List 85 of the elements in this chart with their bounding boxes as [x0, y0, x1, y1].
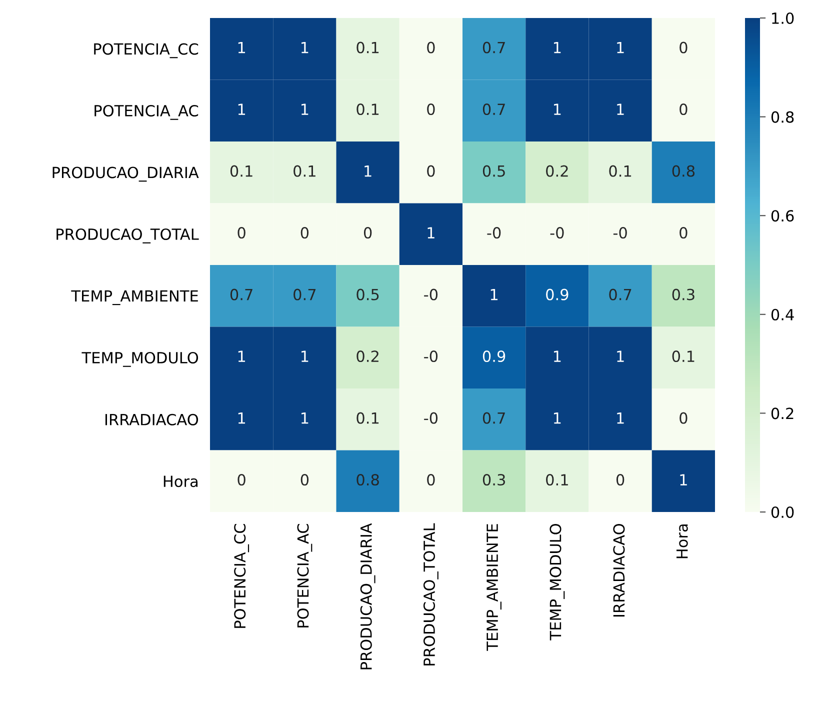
y-tick-label: Hora	[164, 476, 198, 488]
data-label: 1	[302, 42, 308, 54]
data-label: 0	[616, 474, 624, 486]
color-bar-label: 0.8	[771, 111, 794, 123]
color-bar-label: 0.2	[771, 408, 794, 420]
data-label: 0.5	[356, 288, 379, 300]
data-label: 1	[680, 474, 687, 486]
x-tick-label: POTENCIA_AC	[297, 524, 312, 628]
data-label: 0	[427, 104, 435, 116]
data-label: 0	[300, 474, 309, 486]
data-label: 0	[427, 474, 435, 486]
data-label: 0	[680, 227, 688, 239]
data-label: 1	[617, 104, 624, 115]
data-label: 1	[302, 350, 308, 362]
data-label: 0.2	[356, 350, 378, 362]
color-bar-label: 1.0	[772, 12, 794, 24]
data-label: 1	[364, 165, 372, 177]
data-label: 1	[302, 412, 308, 424]
y-tick-label: PRODUCAO_DIARIA	[52, 166, 199, 182]
data-label: 0	[427, 165, 435, 177]
x-tick-label: PRODUCAO_TOTAL	[423, 523, 438, 666]
x-tick-label: PRODUCAO_DIARIA	[360, 523, 376, 670]
data-label: -0	[424, 412, 438, 424]
data-label: -0	[487, 227, 501, 239]
color-bar-label: 0.0	[771, 506, 794, 518]
data-label: 1	[617, 350, 624, 362]
y-tick-label: TEMP_MODULO	[82, 352, 198, 367]
data-label: 0.1	[294, 165, 316, 177]
data-label: 0.7	[482, 42, 505, 54]
x-tick-label: IRRADIACAO	[613, 524, 625, 617]
data-label: 1	[554, 42, 561, 54]
data-label: 0.8	[672, 165, 695, 177]
y-tick-label: PRODUCAO_TOTAL	[56, 228, 199, 244]
data-label: 1	[554, 350, 561, 362]
data-label: 1	[617, 412, 624, 424]
data-label: 0.5	[482, 165, 505, 177]
y-tick-label: TEMP_AMBIENTE	[71, 290, 198, 306]
data-label: 0.3	[482, 474, 505, 486]
y-tick-label: POTENCIA_CC	[94, 43, 198, 58]
data-label: 0.7	[482, 104, 505, 116]
data-label: -0	[613, 227, 627, 239]
data-label: 0.7	[482, 412, 505, 424]
data-label: -0	[424, 350, 438, 362]
data-label: 1	[238, 104, 246, 115]
color-bar-label: 0.6	[771, 210, 794, 222]
data-label: 0.9	[482, 350, 506, 362]
data-label: 0.1	[609, 165, 632, 177]
data-label: 0.2	[546, 165, 568, 177]
data-label: 0.3	[672, 288, 694, 300]
data-label: 0	[238, 474, 246, 486]
data-label: 0.8	[356, 474, 379, 486]
data-label: -0	[424, 288, 438, 300]
data-label: 0	[680, 104, 688, 116]
data-label: 0	[300, 227, 309, 239]
data-label: 0.7	[609, 288, 632, 300]
data-label: 1	[617, 42, 624, 54]
data-label: 0	[238, 227, 246, 239]
data-label: 0.1	[356, 412, 379, 424]
data-label: 0	[427, 42, 435, 54]
y-tick-label: POTENCIA_AC	[94, 104, 198, 120]
x-tick-label: TEMP_AMBIENTE	[486, 524, 502, 651]
data-label: 1	[238, 350, 246, 362]
data-label: 0	[680, 412, 688, 424]
data-label: 0.1	[356, 42, 379, 54]
data-label: 0.1	[546, 474, 568, 486]
data-label: 1	[428, 227, 434, 238]
data-label: 0.7	[294, 288, 316, 300]
data-label: 0.1	[672, 350, 694, 362]
data-label: -0	[550, 227, 564, 239]
y-tick-label: IRRADIACAO	[105, 414, 198, 426]
data-label: 1	[238, 42, 246, 54]
data-label: 0.7	[230, 288, 252, 300]
data-label: 0	[364, 227, 372, 239]
data-label: 1	[554, 412, 561, 424]
x-tick-label: TEMP_MODULO	[550, 524, 565, 640]
data-label: 0.1	[356, 104, 379, 116]
data-label: 0.9	[546, 288, 568, 300]
x-tick-label: Hora	[676, 524, 688, 558]
data-label: 1	[554, 104, 561, 115]
data-label: 0	[680, 42, 688, 54]
data-label: 0.1	[230, 165, 252, 177]
data-label: 1	[238, 412, 246, 424]
data-label: 1	[302, 104, 308, 115]
data-label: 1	[490, 288, 498, 300]
color-bar-label: 0.4	[771, 308, 794, 320]
